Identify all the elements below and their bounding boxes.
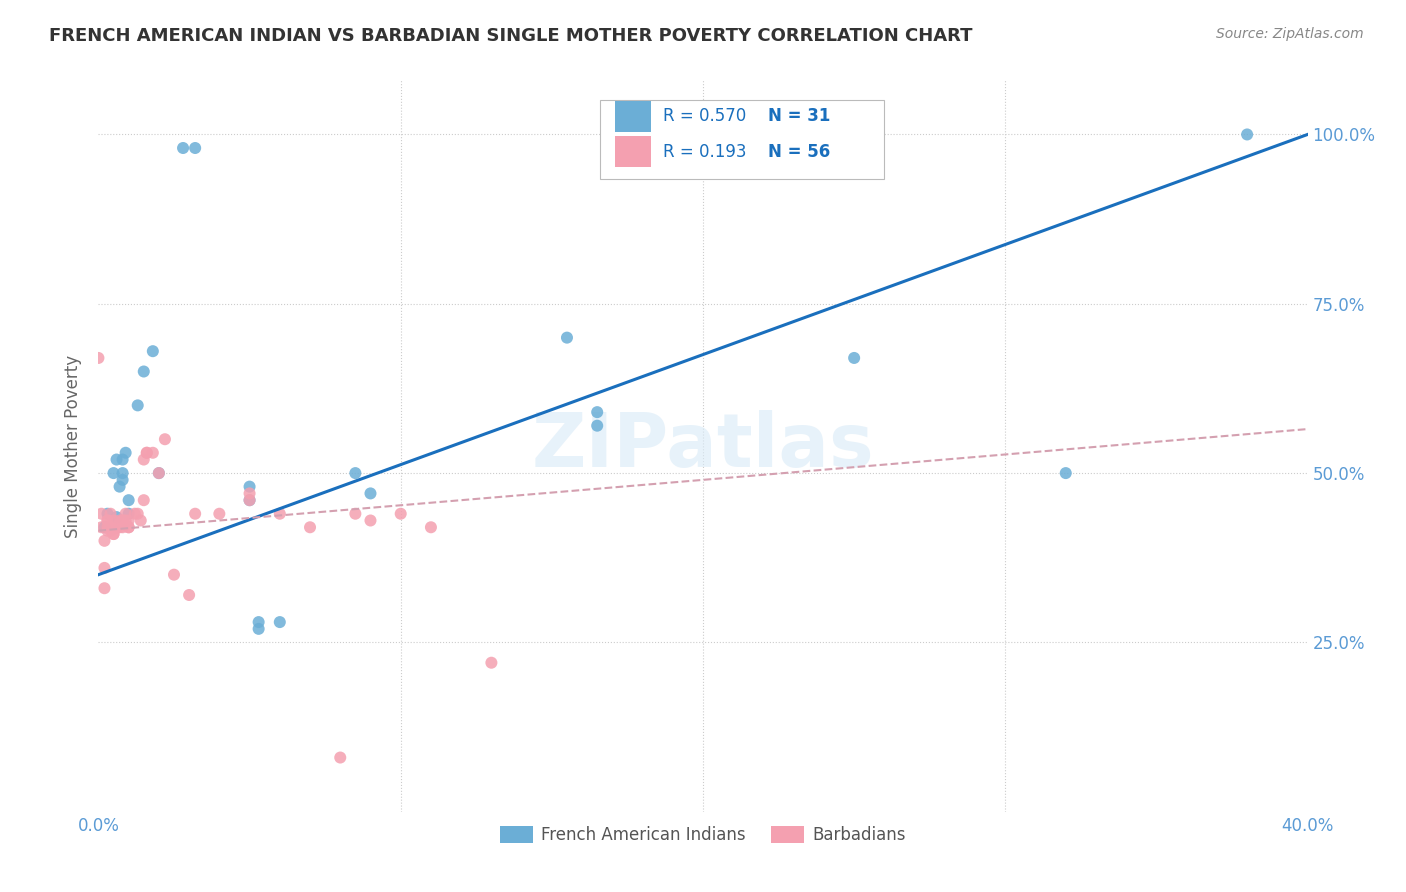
Point — [96, 520, 118, 534]
Point — [127, 398, 149, 412]
Point — [100, 520, 122, 534]
Bar — [600, 100, 884, 179]
Point — [111, 514, 134, 528]
Point — [555, 331, 578, 345]
Point — [87, 351, 110, 365]
Point — [114, 507, 136, 521]
Point — [111, 520, 134, 534]
Point — [172, 141, 194, 155]
Point — [93, 533, 115, 548]
Point — [93, 520, 115, 534]
Point — [208, 507, 231, 521]
Point — [103, 514, 125, 528]
Point — [108, 514, 131, 528]
Point — [96, 507, 118, 521]
Point — [114, 446, 136, 460]
Point — [239, 486, 262, 500]
Point — [132, 452, 155, 467]
Point — [124, 507, 146, 521]
Point — [1236, 128, 1258, 142]
Text: N = 56: N = 56 — [768, 143, 831, 161]
Point — [93, 561, 115, 575]
Bar — [614, 101, 651, 132]
Point — [247, 615, 270, 629]
Text: N = 31: N = 31 — [768, 107, 831, 125]
Point — [90, 520, 112, 534]
Point — [111, 514, 134, 528]
Point — [127, 507, 149, 521]
Point — [142, 446, 165, 460]
Point — [100, 507, 122, 521]
Point — [586, 405, 609, 419]
Point — [239, 493, 262, 508]
Point — [118, 493, 141, 508]
Point — [844, 351, 866, 365]
Point — [111, 466, 134, 480]
Text: Source: ZipAtlas.com: Source: ZipAtlas.com — [1216, 27, 1364, 41]
Point — [179, 588, 201, 602]
Point — [135, 446, 157, 460]
Point — [108, 516, 131, 531]
Point — [132, 493, 155, 508]
Point — [132, 364, 155, 378]
Point — [420, 520, 443, 534]
Point — [163, 567, 186, 582]
Point — [103, 466, 125, 480]
Point — [96, 524, 118, 538]
Point — [103, 520, 125, 534]
Point — [118, 520, 141, 534]
Point — [1054, 466, 1077, 480]
Point — [118, 507, 141, 521]
Point — [108, 520, 131, 534]
Point — [108, 480, 131, 494]
Point — [184, 507, 207, 521]
Point — [105, 520, 128, 534]
Point — [93, 581, 115, 595]
Point — [299, 520, 322, 534]
Point — [481, 656, 503, 670]
Point — [105, 510, 128, 524]
Point — [90, 507, 112, 521]
Point — [269, 507, 291, 521]
Point — [247, 622, 270, 636]
Point — [114, 514, 136, 528]
Point — [389, 507, 412, 521]
Point — [111, 473, 134, 487]
Point — [135, 446, 157, 460]
Point — [118, 514, 141, 528]
Point — [148, 466, 170, 480]
Point — [148, 466, 170, 480]
Point — [184, 141, 207, 155]
Text: FRENCH AMERICAN INDIAN VS BARBADIAN SINGLE MOTHER POVERTY CORRELATION CHART: FRENCH AMERICAN INDIAN VS BARBADIAN SING… — [49, 27, 973, 45]
Point — [344, 466, 367, 480]
Point — [96, 514, 118, 528]
Point — [118, 520, 141, 534]
Point — [344, 507, 367, 521]
Point — [103, 527, 125, 541]
Text: ZIPatlas: ZIPatlas — [531, 409, 875, 483]
Point — [586, 418, 609, 433]
Y-axis label: Single Mother Poverty: Single Mother Poverty — [65, 354, 83, 538]
Point — [129, 514, 152, 528]
Point — [100, 524, 122, 538]
Point — [142, 344, 165, 359]
Point — [111, 452, 134, 467]
Point — [105, 452, 128, 467]
Point — [105, 520, 128, 534]
Point — [96, 514, 118, 528]
Point — [100, 520, 122, 534]
Legend: French American Indians, Barbadians: French American Indians, Barbadians — [494, 820, 912, 851]
Point — [153, 432, 176, 446]
Point — [360, 486, 382, 500]
Point — [269, 615, 291, 629]
Point — [329, 750, 352, 764]
Bar — [614, 136, 651, 167]
Point — [105, 520, 128, 534]
Text: R = 0.193: R = 0.193 — [664, 143, 747, 161]
Point — [239, 493, 262, 508]
Point — [103, 527, 125, 541]
Point — [239, 480, 262, 494]
Text: R = 0.570: R = 0.570 — [664, 107, 747, 125]
Point — [360, 514, 382, 528]
